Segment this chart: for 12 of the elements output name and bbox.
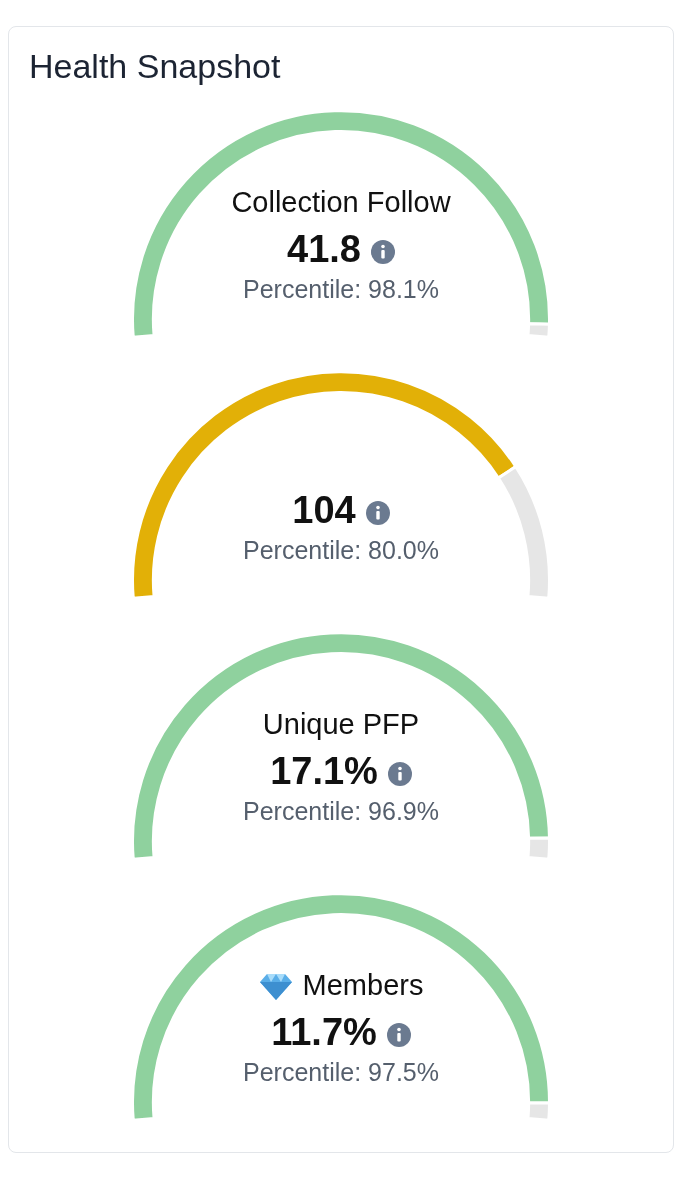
text: Unique PFP	[262, 708, 420, 740]
text: Collection Follow	[231, 186, 451, 218]
text: 104	[292, 489, 356, 531]
text: Members	[302, 969, 424, 1001]
text: 11.7%	[271, 1011, 377, 1053]
text: Health Snapshot	[29, 47, 281, 85]
text: Percentile: 80.0%	[242, 536, 440, 565]
text: 41.8	[287, 228, 361, 270]
text: Percentile: 96.9%	[242, 797, 440, 826]
text: Percentile: 97.5%	[242, 1058, 440, 1087]
text: 17.1%	[270, 750, 378, 792]
text: Percentile: 98.1%	[242, 275, 440, 304]
